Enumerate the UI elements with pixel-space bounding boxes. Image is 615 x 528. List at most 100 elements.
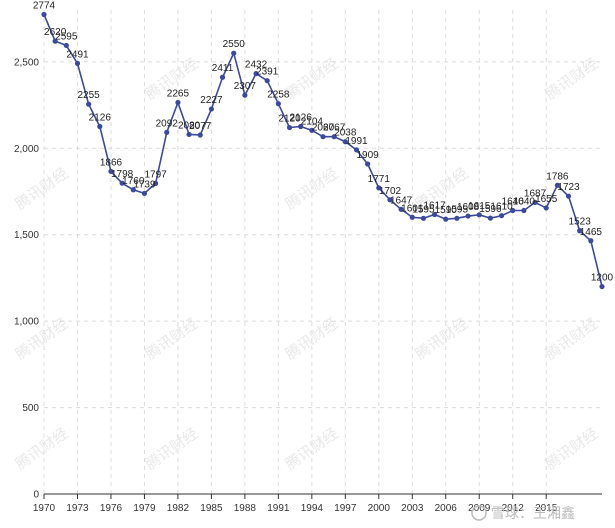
data-point	[465, 213, 471, 219]
data-point	[376, 185, 382, 191]
data-label: 1523	[569, 217, 592, 228]
data-point	[186, 131, 192, 138]
data-point	[510, 207, 516, 214]
y-tick-label: 2,500	[14, 57, 39, 68]
data-point	[231, 50, 237, 56]
x-tick-label: 1979	[133, 503, 156, 514]
watermark-text: 腾讯财经	[143, 315, 202, 363]
data-label: 2595	[55, 31, 78, 42]
data-point	[565, 193, 572, 199]
x-tick-label: 1997	[334, 503, 357, 514]
data-point	[342, 139, 348, 145]
data-point	[365, 161, 371, 167]
watermark-text: 腾讯财经	[413, 315, 472, 363]
data-label: 1760	[122, 176, 145, 187]
data-point	[119, 180, 125, 186]
x-tick-label: 2000	[368, 503, 391, 514]
data-label: 1601	[401, 203, 424, 214]
x-axis-ticks: 1970 1973 1976 1979 1982 1985 1988 1991 1994 1997…	[33, 494, 558, 514]
x-tick-label: 1982	[167, 503, 190, 514]
data-point	[331, 134, 337, 140]
data-label: 1647	[390, 195, 413, 206]
data-label: 1786	[546, 171, 569, 182]
data-point	[253, 71, 259, 77]
data-label: 2258	[267, 90, 290, 101]
data-label: 1608	[457, 202, 480, 213]
data-point	[208, 106, 214, 112]
logo-icon	[471, 505, 487, 521]
data-point	[532, 199, 538, 205]
data-label: 2120	[278, 114, 301, 125]
watermark-text: 腾讯财经	[13, 425, 72, 473]
data-point	[41, 11, 47, 18]
data-label: 1465	[580, 227, 603, 238]
data-label: 1909	[357, 150, 380, 161]
data-point	[498, 213, 505, 219]
y-tick-label: 1,500	[14, 230, 39, 241]
x-tick-label: 1985	[200, 503, 223, 514]
data-point	[409, 214, 415, 220]
data-label: 2077	[189, 121, 212, 132]
x-tick-label: 1973	[66, 503, 89, 514]
data-point	[164, 129, 170, 135]
data-point	[86, 101, 92, 107]
data-label: 1702	[379, 186, 402, 197]
data-label: 1866	[100, 157, 123, 168]
y-axis-ticks: 0 500 1,000 1,500 2,000 2,500	[14, 57, 39, 500]
data-label: 1797	[144, 169, 167, 180]
data-point	[353, 147, 360, 153]
data-label: 2432	[245, 60, 268, 71]
data-label: 1200	[591, 273, 614, 284]
series-line	[43, 14, 603, 287]
data-label: 2255	[78, 90, 101, 101]
x-tick-label: 1988	[234, 503, 257, 514]
data-label: 1610	[490, 202, 513, 213]
grid-layer	[43, 10, 602, 494]
data-point	[242, 92, 248, 98]
data-label: 2411	[212, 63, 234, 74]
data-point	[543, 205, 549, 211]
y-tick-label: 1,000	[14, 317, 39, 328]
data-point	[197, 132, 203, 138]
x-tick-label: 2003	[401, 503, 424, 514]
data-point	[130, 187, 136, 193]
data-point	[153, 180, 159, 186]
data-label: 2550	[223, 39, 246, 50]
x-tick-label: 2006	[435, 503, 458, 514]
y-tick-label: 0	[33, 490, 39, 501]
data-label: 1596	[479, 204, 502, 215]
watermark-text: 腾讯财经	[13, 165, 72, 213]
data-label: 1739	[133, 179, 156, 190]
data-point	[443, 216, 449, 222]
logo: 雪球：王湘鑫	[471, 505, 575, 521]
data-point	[298, 123, 304, 130]
data-label: 2126	[89, 113, 112, 124]
x-tick-label: 2015	[535, 503, 558, 514]
data-label: 1640	[513, 197, 536, 208]
x-tick-label: 1970	[33, 503, 56, 514]
data-point	[219, 74, 226, 80]
data-label: 2038	[334, 128, 357, 139]
data-point	[476, 212, 482, 218]
data-point	[141, 190, 148, 197]
watermark-text: 腾讯财经	[543, 315, 602, 363]
data-point	[420, 215, 427, 221]
data-point	[63, 42, 69, 49]
data-point	[97, 123, 103, 130]
data-point	[264, 78, 270, 84]
data-point	[398, 206, 404, 212]
logo-text: 雪球：王湘鑫	[491, 505, 575, 521]
data-label: 2620	[44, 27, 67, 38]
data-point	[554, 182, 560, 188]
data-label: 1640	[502, 197, 525, 208]
data-label: 2126	[290, 113, 313, 124]
data-label: 1991	[345, 136, 368, 147]
data-label: 2307	[234, 81, 257, 92]
data-label: 1590	[435, 205, 458, 216]
data-label: 2391	[256, 67, 279, 78]
x-tick-label: 1994	[301, 503, 324, 514]
data-point	[432, 211, 438, 218]
x-tick-label: 2012	[502, 503, 525, 514]
